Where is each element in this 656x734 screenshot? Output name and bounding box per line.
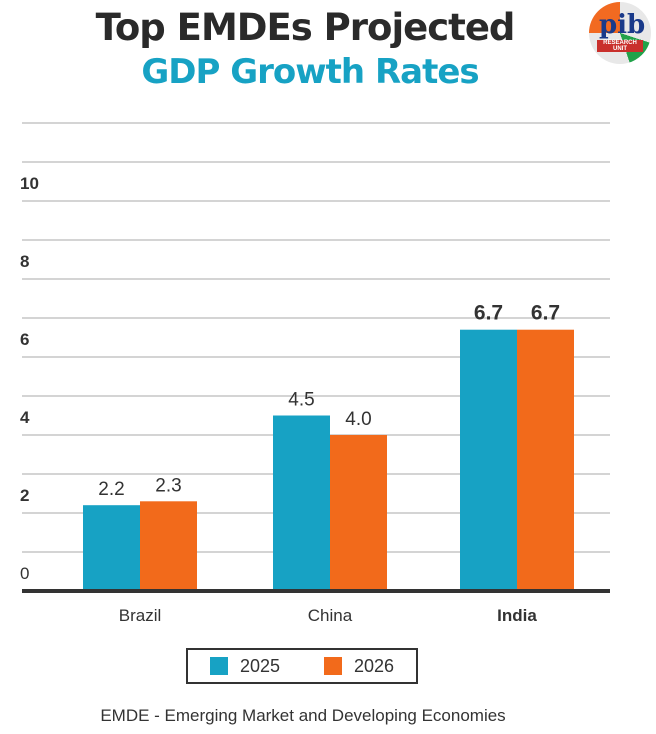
y-tick-label: 10 [20,174,39,193]
legend: 2025 2026 [186,648,418,684]
data-label: 2.2 [98,479,124,500]
legend-item-2025: 2025 [209,655,281,677]
pib-logo: pib RESEARCH UNIT [589,2,651,64]
footnote: EMDE - Emerging Market and Developing Ec… [100,706,506,725]
x-tick-label: China [308,606,353,625]
legend-swatch [323,656,342,675]
bar-china-2026 [330,435,387,591]
legend-swatch [209,656,228,675]
legend-label: 2026 [353,655,395,676]
chart-title-line2: GDP Growth Rates [141,52,479,92]
bar-brazil-2025 [83,505,140,591]
legend-item-2026: 2026 [323,655,395,677]
x-tick-label: Brazil [119,606,162,625]
y-tick-label: 8 [20,252,29,271]
y-tick-label: 0 [20,564,29,583]
data-label: 4.5 [288,390,314,411]
data-label: 2.3 [155,475,181,496]
x-tick-label: India [497,606,537,625]
bar-brazil-2026 [140,501,197,591]
data-label: 6.7 [531,302,560,325]
y-tick-label: 2 [20,486,29,505]
legend-label: 2025 [239,655,281,676]
y-tick-label: 4 [20,408,30,427]
bar-chart: 0 2 4 6 8 10 2.2 2.3 Brazil 4.5 4.0 China 6.7 6.7 Indi… [20,122,610,625]
bar-india-2025 [460,329,517,591]
y-tick-label: 6 [20,330,29,349]
chart-title-line1: Top EMDEs Projected [95,6,516,49]
bar-india-2026 [517,329,574,591]
data-label: 6.7 [474,302,503,325]
bar-china-2025 [273,415,330,591]
data-label: 4.0 [345,409,371,430]
